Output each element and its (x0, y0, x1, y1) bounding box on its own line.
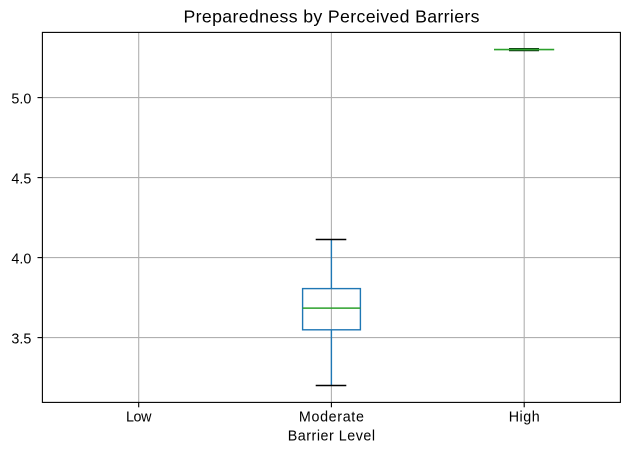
svg-text:4.5: 4.5 (11, 172, 31, 188)
svg-text:4.0: 4.0 (11, 252, 31, 268)
svg-text:Moderate: Moderate (299, 410, 364, 426)
svg-text:High: High (509, 410, 540, 426)
svg-text:3.5: 3.5 (11, 332, 31, 348)
svg-text:Barrier Level: Barrier Level (288, 429, 375, 445)
svg-text:5.0: 5.0 (11, 92, 31, 108)
svg-text:Preparedness by Perceived Barr: Preparedness by Perceived Barriers (184, 7, 480, 27)
svg-text:Low: Low (126, 410, 152, 426)
